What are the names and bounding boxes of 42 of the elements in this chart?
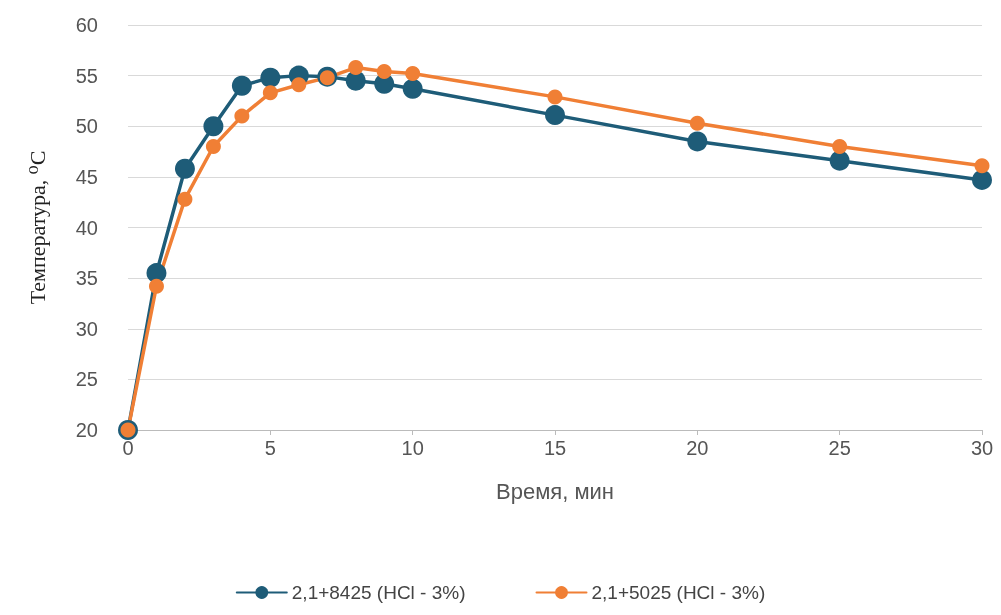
x-tick-label: 30 [970,437,994,459]
point [291,77,307,93]
point [260,67,281,88]
point [376,64,392,80]
point [231,75,252,96]
y-tick-label: 45 [75,165,98,188]
point [832,139,848,154]
x-tick-label: 20 [686,437,709,459]
x-tick-label: 25 [828,437,851,459]
x-tick-label: 0 [122,437,134,459]
point [972,169,992,190]
y-tick-label: 30 [75,317,98,340]
x-tick-label: 10 [401,437,424,459]
point [829,150,850,171]
x-tick-label: 5 [264,437,276,459]
point [405,66,421,82]
y-axis-title: Температура, ⁰C [24,150,50,305]
x-axis-title: Время, мин [496,478,614,504]
point [689,115,705,131]
point [545,105,565,126]
point [402,78,423,99]
y-tick-label: 40 [75,216,98,239]
point [547,89,563,105]
y-tick-label: 55 [75,64,98,87]
y-tick-label: 25 [75,368,98,391]
point [974,158,990,174]
point [148,278,164,294]
y-tick-label: 60 [75,14,98,36]
legend-label: 2,1+8425 (HCl - 3%) [291,582,466,603]
y-tick-label: 20 [75,419,98,441]
point [687,131,708,152]
y-tick-label: 50 [75,115,98,138]
point [203,116,224,137]
point [262,85,278,101]
x-tick-label: 15 [543,437,567,459]
legend-label: 2,1+5025 (HCl - 3%) [591,582,766,603]
point [177,191,193,207]
point [234,108,250,124]
point [174,158,195,179]
point [348,60,364,76]
y-tick-label: 35 [75,267,98,290]
point [205,139,221,154]
